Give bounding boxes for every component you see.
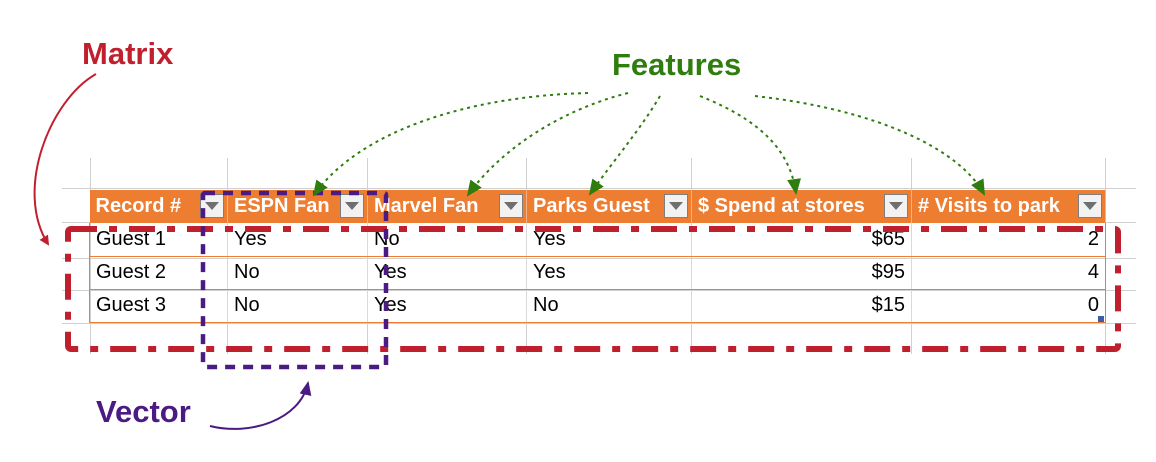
feature-arrow-espn — [312, 92, 589, 197]
table-row: Guest 2 No Yes Yes $95 4 — [89, 256, 1106, 290]
feature-arrows — [312, 92, 985, 197]
column-header-record: Record # — [89, 190, 228, 223]
column-header-visits: # Visits to park — [911, 190, 1106, 223]
vector-boundary — [200, 190, 389, 370]
vector-label: Vector — [96, 394, 191, 429]
column-header-label: $ Spend at stores — [698, 195, 865, 217]
column-header-spend: $ Spend at stores — [691, 190, 912, 223]
header-row: Record # ESPN Fan Marvel Fan Parks Guest… — [89, 190, 1106, 223]
table-cell[interactable]: $15 — [691, 289, 912, 323]
feature-arrow-visits — [754, 95, 985, 196]
table-cell[interactable]: 0 — [911, 289, 1106, 323]
column-header-parks-guest: Parks Guest — [526, 190, 692, 223]
column-header-label: Record # — [95, 195, 182, 217]
column-header-espn-fan: ESPN Fan — [227, 190, 368, 223]
matrix-arrow — [33, 73, 97, 246]
gridline — [62, 323, 1136, 324]
column-header-label: Marvel Fan — [374, 195, 479, 217]
table-cell[interactable]: No — [227, 289, 368, 323]
feature-arrow-parks — [588, 95, 661, 196]
features-label: Features — [612, 47, 742, 82]
column-header-label: # Visits to park — [918, 195, 1060, 217]
matrix-label: Matrix — [82, 36, 174, 71]
filter-dropdown-icon[interactable] — [884, 194, 908, 218]
table-cell[interactable]: No — [227, 256, 368, 290]
vector-arrow — [209, 381, 312, 430]
filter-dropdown-icon[interactable] — [1078, 194, 1102, 218]
filter-dropdown-icon[interactable] — [340, 194, 364, 218]
feature-arrow-marvel — [466, 92, 629, 197]
gridline — [1105, 158, 1106, 354]
column-header-marvel-fan: Marvel Fan — [367, 190, 527, 223]
column-header-label: Parks Guest — [533, 195, 650, 217]
filter-dropdown-icon[interactable] — [664, 194, 688, 218]
table-resize-handle[interactable] — [1098, 316, 1104, 322]
table-cell[interactable]: 4 — [911, 256, 1106, 290]
table-cell[interactable]: No — [526, 289, 692, 323]
table-cell[interactable]: $95 — [691, 256, 912, 290]
column-header-label: ESPN Fan — [234, 195, 330, 217]
table-cell[interactable]: Yes — [367, 256, 527, 290]
matrix-boundary — [65, 226, 1121, 352]
feature-arrow-spend — [699, 95, 801, 195]
filter-dropdown-icon[interactable] — [499, 194, 523, 218]
table-cell[interactable]: Yes — [367, 289, 527, 323]
table-cell[interactable]: Yes — [526, 256, 692, 290]
